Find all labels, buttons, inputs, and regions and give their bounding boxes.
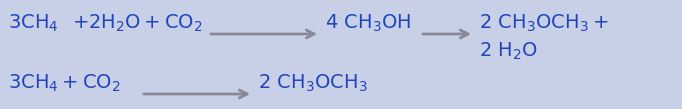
Text: $\mathregular{2\ H_2O}$: $\mathregular{2\ H_2O}$ [479,41,538,62]
Text: $\mathregular{3CH_4}$: $\mathregular{3CH_4}$ [8,13,59,34]
Text: $\mathregular{2\ CH_3OCH_3 +}$: $\mathregular{2\ CH_3OCH_3 +}$ [479,13,608,34]
Text: $\mathregular{+ 2H_2O + CO_2}$: $\mathregular{+ 2H_2O + CO_2}$ [72,13,203,34]
Text: $\mathregular{2\ CH_3OCH_3}$: $\mathregular{2\ CH_3OCH_3}$ [258,73,368,94]
Text: $\mathregular{4\ CH_3OH}$: $\mathregular{4\ CH_3OH}$ [325,13,411,34]
Text: $\mathregular{3CH_4 + CO_2}$: $\mathregular{3CH_4 + CO_2}$ [8,73,121,94]
